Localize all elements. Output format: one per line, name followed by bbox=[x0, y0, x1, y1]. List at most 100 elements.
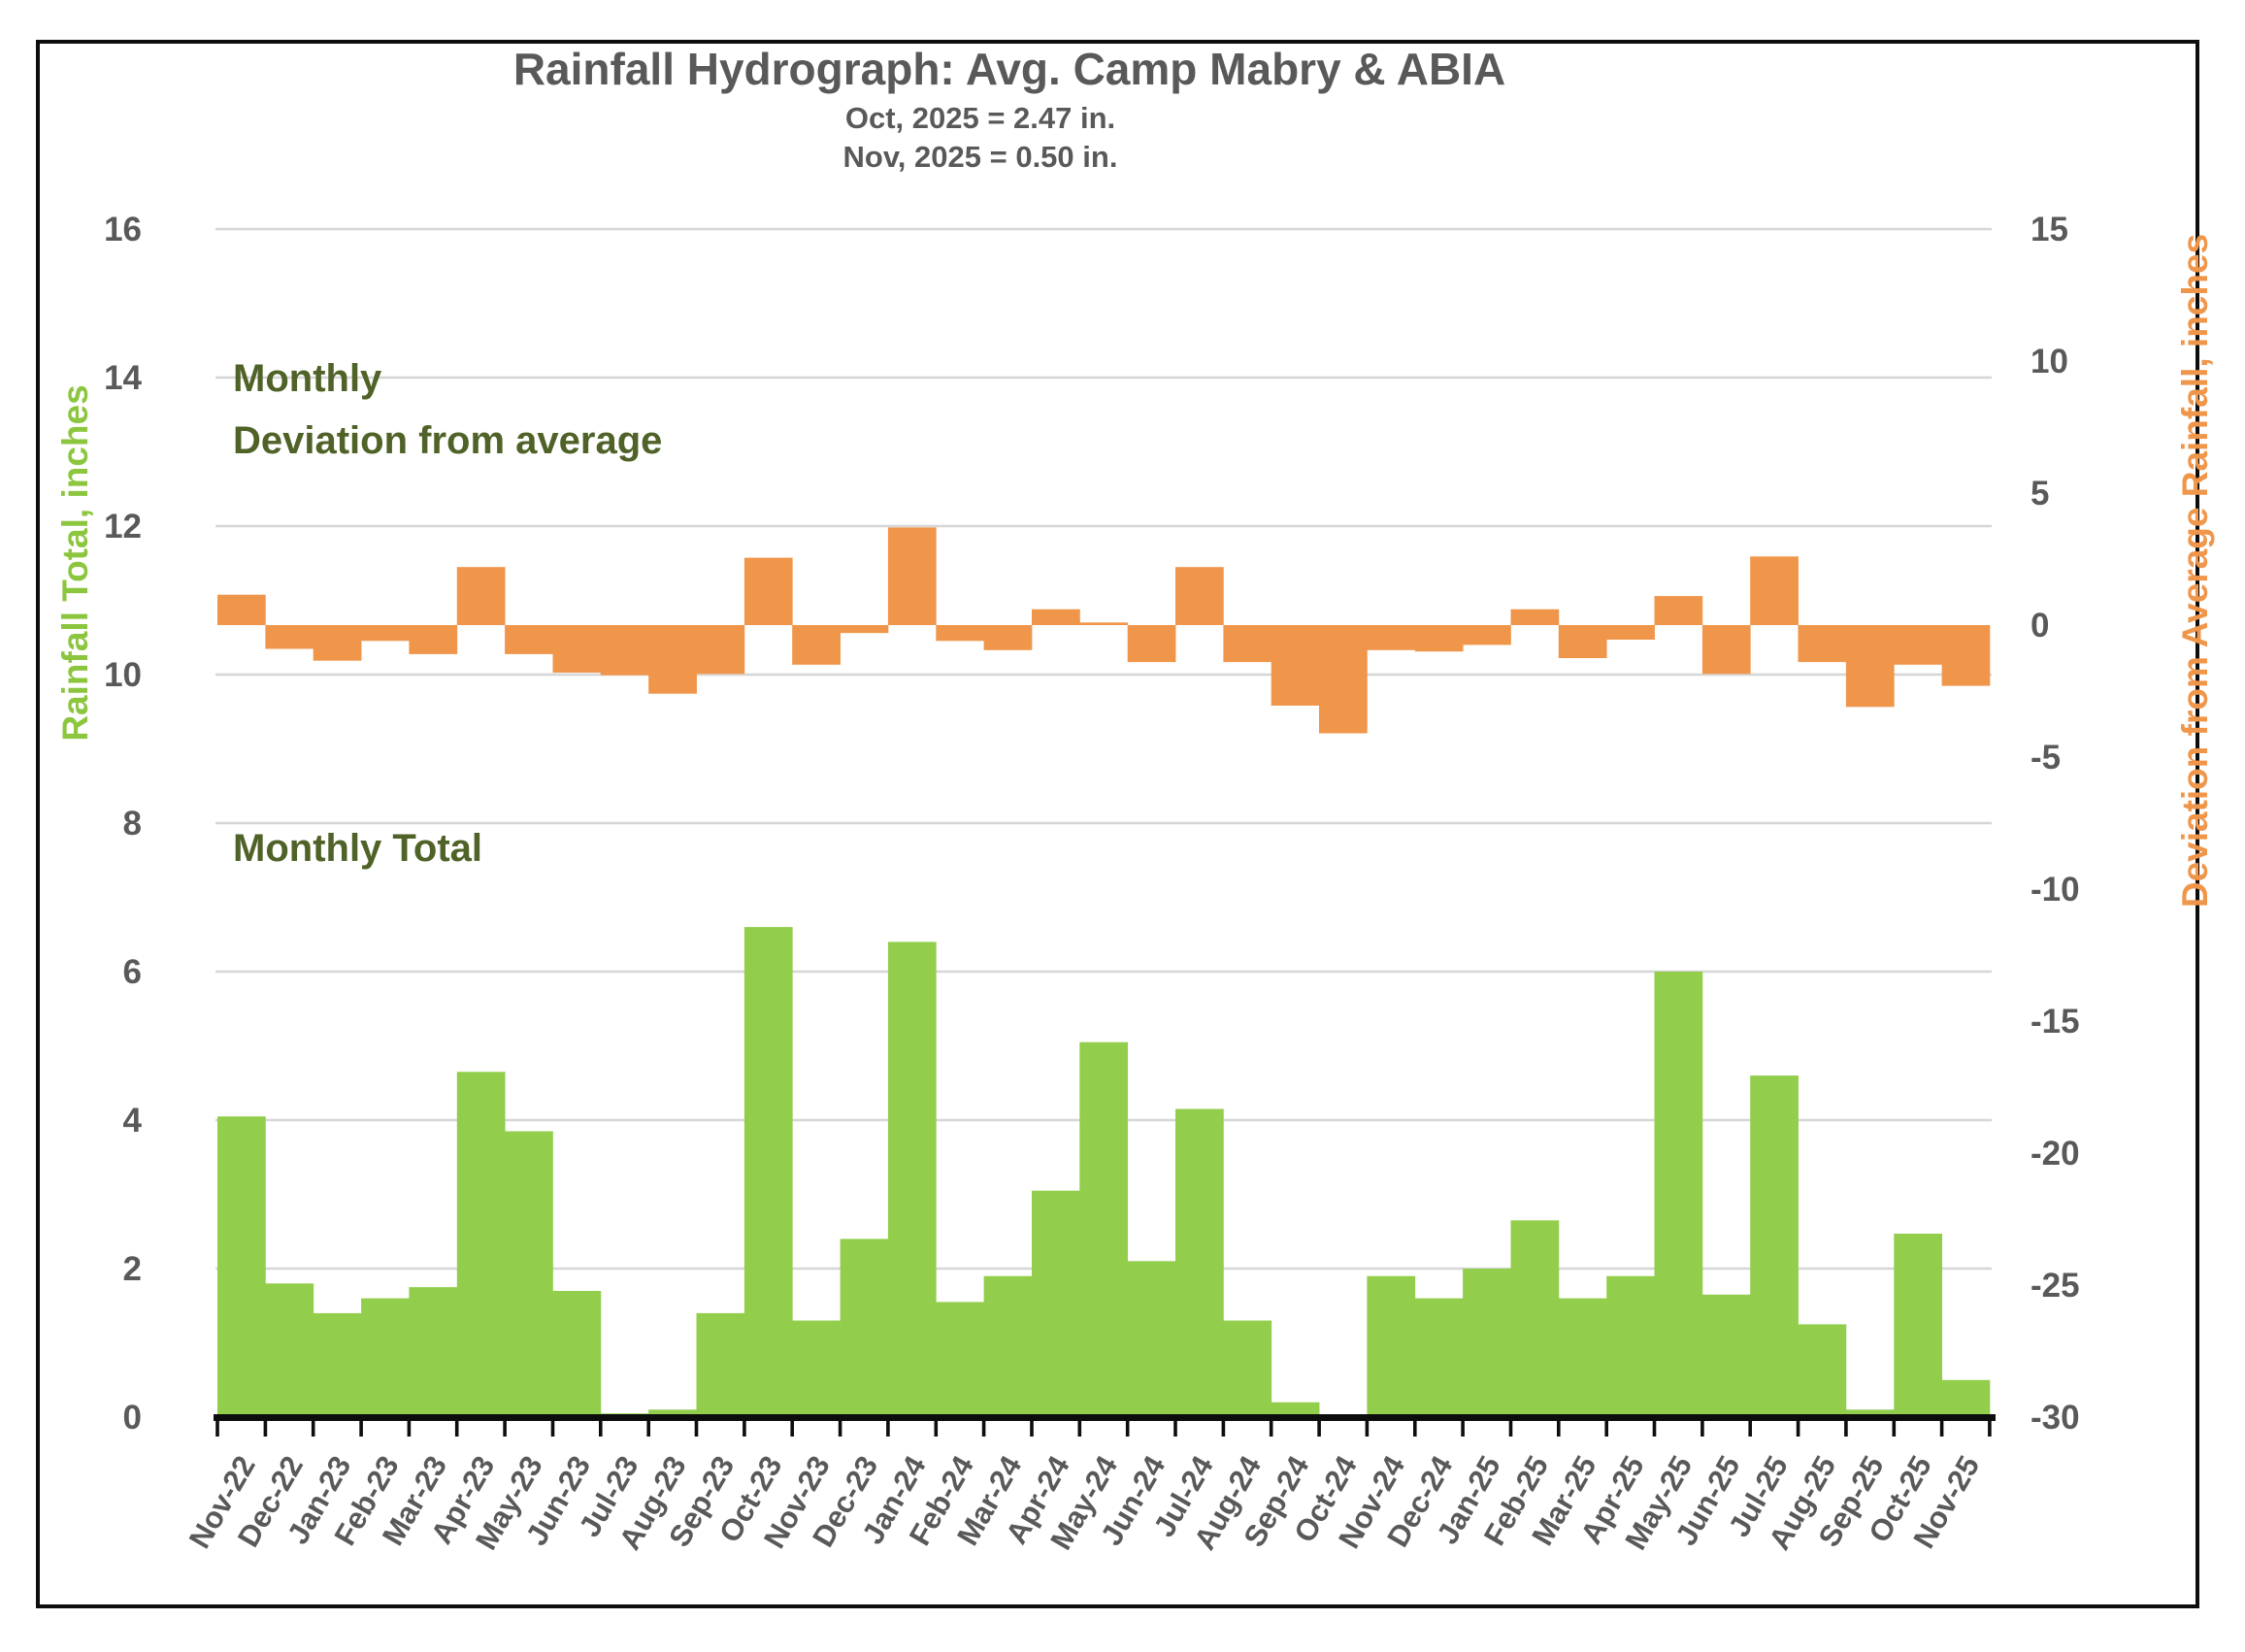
x-axis-tick bbox=[981, 1417, 986, 1437]
x-axis-tick bbox=[1557, 1417, 1561, 1437]
left-axis-tick-label: 8 bbox=[123, 805, 142, 843]
x-axis-tick bbox=[1365, 1417, 1370, 1437]
left-axis-tick-label: 0 bbox=[123, 1399, 142, 1437]
x-axis-tick bbox=[550, 1417, 555, 1437]
x-axis-tick bbox=[1173, 1417, 1177, 1437]
chart-title: Rainfall Hydrograph: Avg. Camp Mabry & A… bbox=[512, 44, 1506, 94]
x-axis-tick bbox=[790, 1417, 794, 1437]
x-axis-tick bbox=[1508, 1417, 1513, 1437]
monthly-total-bar bbox=[792, 1320, 841, 1417]
deviation-bar bbox=[552, 625, 602, 673]
right-axis-tick-label: -5 bbox=[2030, 739, 2061, 776]
x-axis-tick bbox=[1077, 1417, 1082, 1437]
x-axis-tick bbox=[1413, 1417, 1417, 1437]
right-axis-tick-label: 10 bbox=[2030, 343, 2068, 380]
x-axis-tick bbox=[1652, 1417, 1657, 1437]
left-axis-title: Rainfall Total, inches bbox=[55, 384, 95, 742]
monthly-total-bar bbox=[409, 1287, 458, 1417]
x-axis-tick bbox=[1892, 1417, 1897, 1437]
monthly-total-bar bbox=[1510, 1220, 1560, 1417]
deviation-bar bbox=[217, 594, 266, 625]
x-axis-tick bbox=[934, 1417, 939, 1437]
x-axis-tick bbox=[1604, 1417, 1608, 1437]
x-axis-tick bbox=[1461, 1417, 1465, 1437]
deviation-bar bbox=[887, 527, 937, 625]
deviation-bar bbox=[1510, 609, 1560, 625]
monthly-total-bar bbox=[456, 1072, 506, 1417]
right-axis-tick-label: 0 bbox=[2030, 607, 2049, 644]
deviation-bar bbox=[1319, 625, 1368, 734]
deviation-bar bbox=[409, 625, 458, 654]
deviation-bar bbox=[1845, 625, 1895, 708]
monthly-total-bar bbox=[1845, 1409, 1895, 1417]
deviation-bar bbox=[648, 625, 697, 694]
deviation-bar bbox=[983, 625, 1033, 650]
monthly-total-bar bbox=[936, 1302, 985, 1417]
x-axis-tick bbox=[1317, 1417, 1321, 1437]
monthly-total-bar bbox=[1606, 1275, 1655, 1417]
x-axis-tick bbox=[1844, 1417, 1848, 1437]
deviation-bar bbox=[840, 625, 889, 634]
x-axis-tick bbox=[1939, 1417, 1944, 1437]
x-axis-tick bbox=[694, 1417, 699, 1437]
monthly-total-bar bbox=[743, 927, 793, 1417]
deviation-bar bbox=[696, 625, 745, 675]
deviation-bar bbox=[1654, 596, 1703, 625]
monthly-total-bar bbox=[1127, 1261, 1176, 1417]
monthly-total-bar bbox=[983, 1275, 1033, 1417]
monthly-total-bar bbox=[1463, 1269, 1511, 1417]
left-axis-tick-label: 2 bbox=[123, 1250, 142, 1288]
x-axis-tick bbox=[454, 1417, 459, 1437]
monthly-total-bar bbox=[1941, 1379, 1991, 1418]
deviation-series-annotation-line2: Deviation from average bbox=[233, 419, 663, 462]
right-axis-tick-label: 15 bbox=[2030, 211, 2068, 248]
x-axis-tick bbox=[215, 1417, 219, 1437]
deviation-bar bbox=[1367, 625, 1416, 650]
deviation-bar bbox=[1127, 625, 1176, 663]
deviation-bar bbox=[1463, 625, 1511, 645]
x-axis-tick bbox=[407, 1417, 412, 1437]
monthly-total-bar bbox=[1558, 1298, 1607, 1417]
x-axis-tick bbox=[743, 1417, 746, 1437]
x-axis-tick bbox=[599, 1417, 603, 1437]
monthly-total-bar bbox=[887, 942, 937, 1417]
deviation-bar bbox=[1175, 567, 1224, 625]
left-axis-tick-label: 6 bbox=[123, 953, 142, 991]
monthly-total-bar bbox=[1798, 1324, 1847, 1417]
left-axis-tick-label: 10 bbox=[104, 656, 142, 694]
deviation-bar bbox=[313, 625, 362, 661]
x-axis-tick bbox=[1221, 1417, 1226, 1437]
monthly-total-bar bbox=[1223, 1320, 1272, 1417]
deviation-bar bbox=[456, 567, 506, 625]
monthly-total-bar bbox=[840, 1239, 889, 1417]
monthly-total-bar bbox=[1367, 1275, 1416, 1417]
deviation-bar bbox=[505, 625, 553, 654]
right-axis-tick-label: -15 bbox=[2030, 1003, 2080, 1041]
right-axis-tick-label: 5 bbox=[2030, 475, 2049, 512]
deviation-bar bbox=[1798, 625, 1847, 663]
x-axis-tick bbox=[1988, 1417, 1992, 1437]
deviation-bar bbox=[1414, 625, 1464, 652]
x-axis-tick bbox=[1269, 1417, 1273, 1437]
right-axis-tick-label: -20 bbox=[2030, 1135, 2080, 1173]
deviation-bar bbox=[1894, 625, 1943, 665]
x-axis-tick bbox=[503, 1417, 507, 1437]
deviation-bar bbox=[1271, 625, 1320, 706]
left-axis-tick-label: 4 bbox=[123, 1102, 143, 1140]
monthly-total-bar bbox=[1894, 1234, 1943, 1417]
monthly-total-bar bbox=[313, 1312, 362, 1417]
left-axis-tick-label: 14 bbox=[104, 359, 142, 397]
x-axis-tick bbox=[263, 1417, 268, 1437]
x-axis-tick bbox=[1700, 1417, 1704, 1437]
deviation-bar bbox=[1606, 625, 1655, 640]
deviation-bar bbox=[1941, 625, 1991, 686]
monthly-total-bar bbox=[361, 1298, 410, 1417]
x-axis-tick bbox=[1125, 1417, 1130, 1437]
deviation-bar bbox=[600, 625, 649, 676]
right-axis-tick-label: -30 bbox=[2030, 1399, 2080, 1437]
x-axis-tick bbox=[1796, 1417, 1800, 1437]
monthly-total-bar bbox=[505, 1131, 553, 1417]
x-axis-line bbox=[214, 1414, 1996, 1421]
deviation-bar bbox=[1079, 622, 1129, 625]
